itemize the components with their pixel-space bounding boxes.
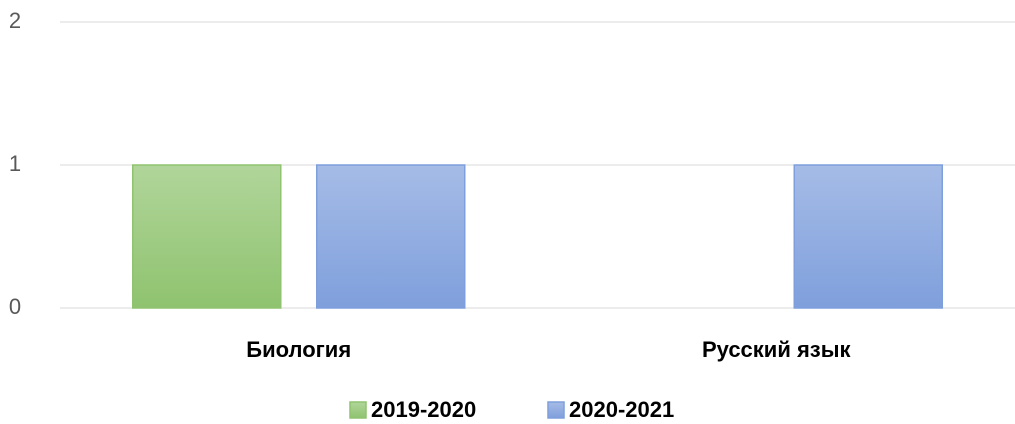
bar — [132, 164, 282, 309]
y-tick-label: 2 — [9, 8, 21, 33]
x-tick-label: Биология — [246, 337, 351, 362]
x-tick-label: Русский язык — [702, 337, 852, 362]
legend-swatch — [547, 401, 565, 419]
legend-swatch — [349, 401, 367, 419]
y-tick-label: 1 — [9, 151, 21, 176]
legend-label: 2020-2021 — [569, 397, 674, 422]
bar — [793, 164, 943, 309]
y-tick-label: 0 — [9, 294, 21, 319]
bar — [316, 164, 466, 309]
legend-label: 2019-2020 — [371, 397, 476, 422]
